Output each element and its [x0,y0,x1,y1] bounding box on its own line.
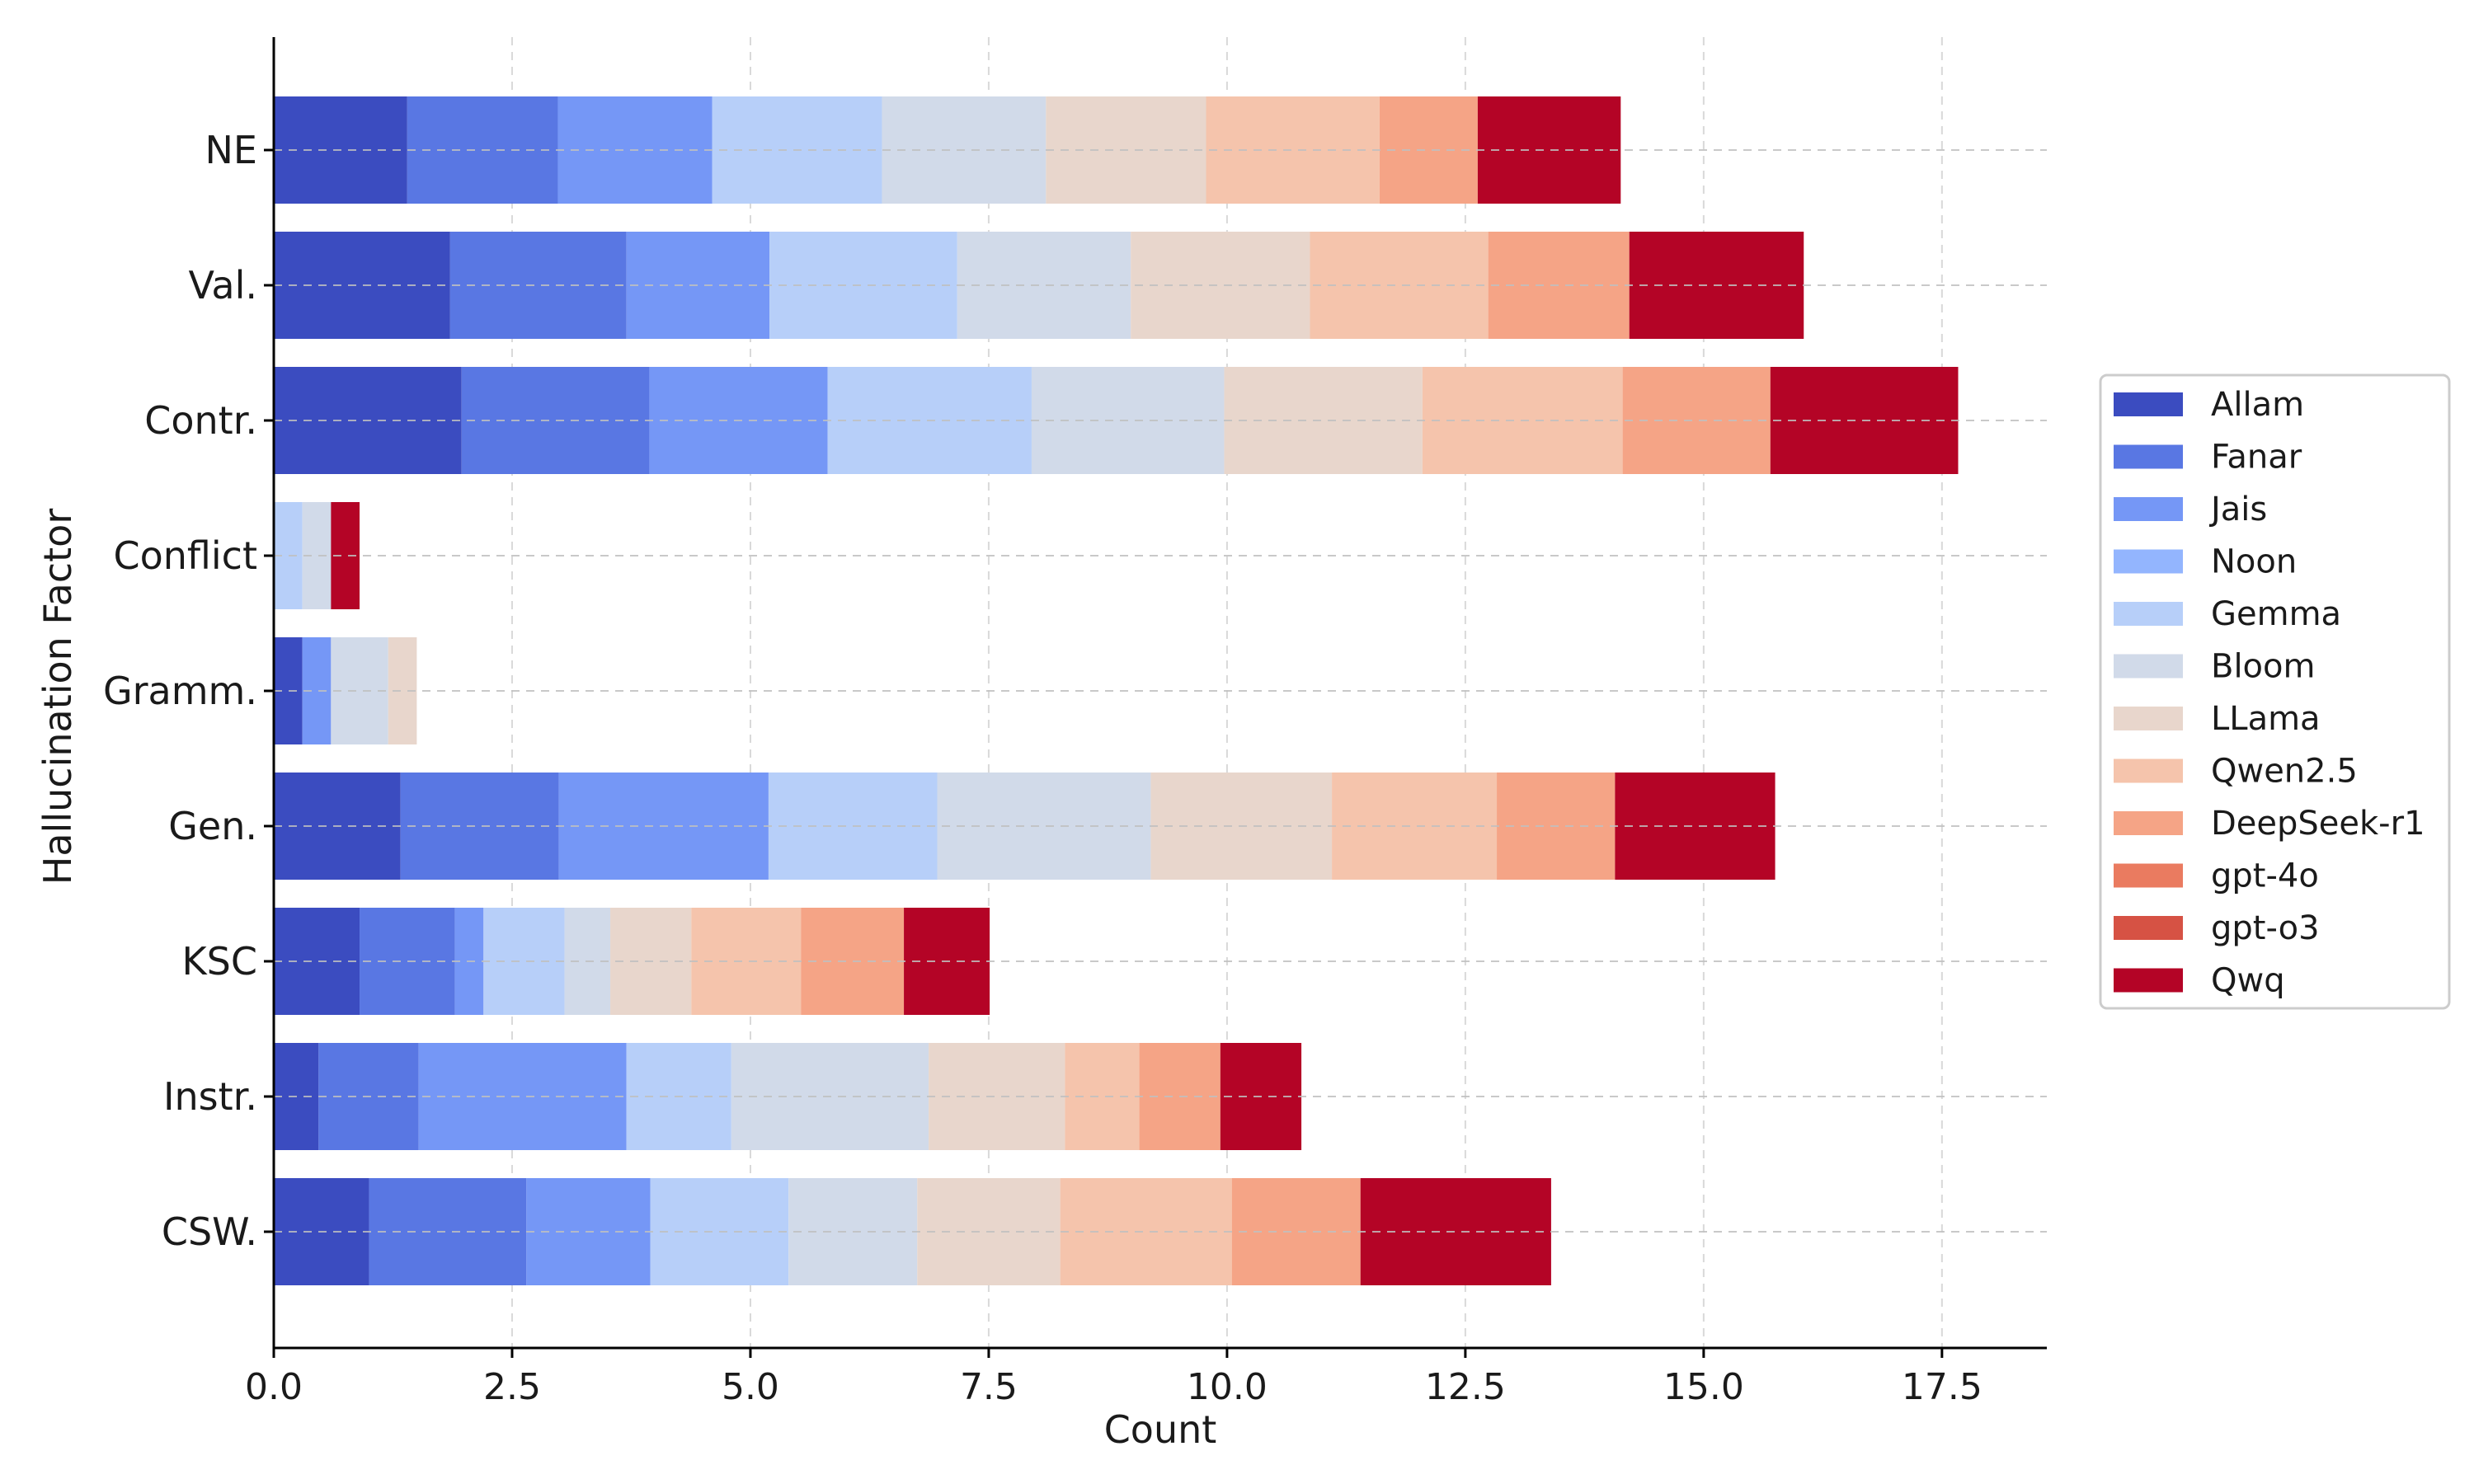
y-tick-label: Conflict [114,533,258,578]
legend-swatch [2114,968,2183,993]
legend-swatch [2114,392,2183,416]
x-tick-label: 10.0 [1187,1366,1268,1408]
bar-segment [957,232,1131,339]
legend-swatch [2114,654,2183,679]
legend-swatch [2114,497,2183,521]
x-tick-label: 17.5 [1902,1366,1982,1408]
legend-label: Allam [2211,386,2304,424]
legend-label: Fanar [2211,439,2302,477]
bar-segment [418,1043,627,1150]
legend-label: Gemma [2211,595,2341,633]
legend-swatch [2114,444,2183,469]
bar-segment [274,908,360,1015]
y-axis-ticks: NE Val. Contr. Conflict Gramm. Gen. KSC Instr. C… [103,128,274,1254]
legend-label: Noon [2211,543,2297,581]
bar-segment [483,908,565,1015]
bar-segment [1231,1178,1361,1285]
legend-swatch [2114,811,2183,835]
legend-swatch [2114,758,2183,783]
bar-segment [1131,232,1310,339]
x-tick-label: 5.0 [722,1366,779,1408]
legend-swatch [2114,863,2183,888]
legend-label: Jais [2208,491,2267,528]
y-tick-label: Instr. [163,1074,257,1119]
legend-label: LLama [2211,700,2321,738]
y-tick-label: CSW. [162,1209,257,1254]
bar-segment [274,232,450,339]
bar-segment [449,232,627,339]
y-tick-label: Gen. [168,804,257,848]
legend-label: gpt-o3 [2211,909,2320,947]
bars [274,96,2047,1285]
legend-swatch [2114,602,2183,626]
bar-segment [929,1043,1065,1150]
legend-label: gpt-4o [2211,857,2319,895]
x-tick-label: 12.5 [1425,1366,1506,1408]
legend-swatch [2114,707,2183,730]
bar-segment [1206,96,1380,204]
bar-segment [1060,1178,1232,1285]
legend-label: DeepSeek-r1 [2211,805,2425,843]
axes [272,37,2047,1350]
y-tick-label: NE [205,128,257,172]
bar-segment [937,773,1151,880]
legend-swatch [2114,549,2183,574]
y-tick-label: Contr. [144,398,257,443]
x-tick-label: 15.0 [1663,1366,1744,1408]
y-tick-label: Gramm. [103,669,257,713]
x-axis-label: Count [1104,1407,1217,1452]
legend-label: Qwen2.5 [2211,753,2358,791]
y-tick-label: Val. [189,263,258,308]
x-tick-label: 0.0 [245,1366,303,1408]
legend: Allam Fanar Jais Noon Gemma Bloom LLama Qwen2.5… [2099,373,2451,1010]
x-axis-ticks: 0.0 2.5 5.0 7.5 10.0 12.5 15.0 17.5 [245,1348,1982,1408]
y-axis-label: Hallucination Factor [35,509,80,885]
legend-frame [2099,373,2451,1010]
y-tick-label: KSC [182,939,257,984]
legend-label: Qwq [2211,962,2285,1000]
bar-segment [1332,773,1498,880]
legend-swatch [2114,916,2183,940]
x-tick-label: 7.5 [960,1366,1018,1408]
legend-label: Bloom [2211,648,2315,686]
x-tick-label: 2.5 [483,1366,541,1408]
bar-segment [1310,232,1489,339]
